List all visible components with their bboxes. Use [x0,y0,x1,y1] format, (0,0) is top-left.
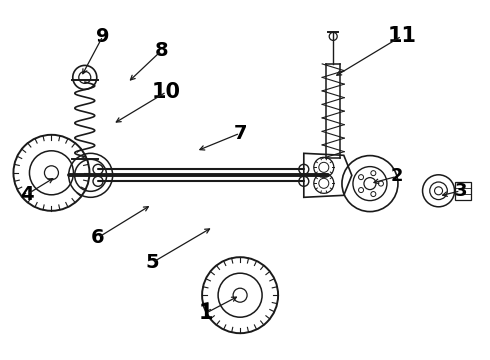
Text: 1: 1 [198,303,213,323]
Text: 5: 5 [145,253,159,272]
Text: 3: 3 [454,182,467,200]
Text: 2: 2 [391,167,403,185]
Text: 4: 4 [20,185,34,204]
Text: 9: 9 [96,27,110,45]
Text: 10: 10 [152,82,181,102]
Text: 8: 8 [155,41,169,60]
Text: 6: 6 [91,228,105,247]
Text: 11: 11 [387,26,416,46]
Text: 7: 7 [233,124,247,143]
